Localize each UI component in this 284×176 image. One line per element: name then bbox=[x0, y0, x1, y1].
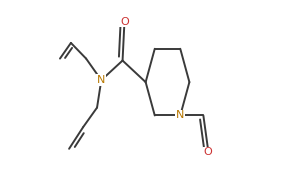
Text: O: O bbox=[120, 17, 129, 27]
Text: O: O bbox=[204, 147, 213, 158]
Text: N: N bbox=[176, 111, 185, 120]
Text: N: N bbox=[97, 75, 105, 85]
